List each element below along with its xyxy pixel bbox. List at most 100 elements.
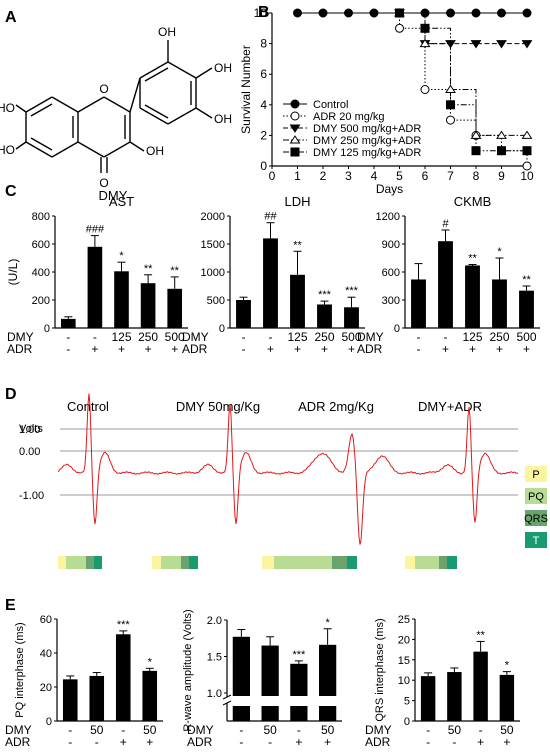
y-tick-label: 10 (254, 6, 268, 20)
bond-line (139, 107, 169, 125)
y-axis-label: (U/L) (6, 259, 20, 286)
adr-value: + (442, 342, 449, 356)
bond-line (15, 141, 27, 150)
bond-line (15, 104, 27, 113)
ecg-trace (57, 393, 519, 545)
y-tick-label: 20 (398, 634, 410, 646)
adr-value: - (417, 342, 421, 356)
data-point (497, 8, 506, 18)
adr-value: + (496, 342, 503, 356)
ecg-segment-bar (152, 556, 198, 569)
ecg-legend-swatch (525, 532, 547, 548)
bar-group: *** (289, 649, 309, 721)
dmy-value: 500 (516, 330, 536, 344)
bond-line (51, 141, 79, 158)
bar (62, 679, 78, 721)
bar (236, 300, 251, 328)
bond-line (30, 103, 53, 117)
bar (232, 636, 250, 721)
ecg-segment (66, 556, 86, 569)
ecg-segment (274, 556, 332, 569)
data-point (521, 130, 533, 139)
panel-label: E (5, 597, 16, 614)
ecg-segment (405, 556, 415, 569)
x-tick-label: 1 (294, 169, 301, 183)
adr-value: + (91, 342, 98, 356)
dmy-value: 250 (489, 330, 509, 344)
bar (142, 670, 158, 721)
ecg-legend-label: T (533, 535, 540, 547)
significance-label: ** (522, 274, 531, 286)
dmy-value: 50 (500, 723, 514, 737)
y-tick-label: 2.0 (207, 615, 222, 627)
data-point (289, 124, 301, 133)
adr-value: + (503, 735, 510, 749)
dmy-row-label: DMY (365, 723, 392, 737)
ecg-segment (262, 556, 274, 569)
bond-line (51, 96, 79, 113)
bar (167, 288, 183, 328)
y-axis-label: R-wave amplitude (Volts) (182, 609, 194, 731)
bar-group: ### (86, 224, 105, 328)
bar-group: ## (263, 211, 278, 328)
data-point (395, 8, 404, 18)
y-tick-label: 4 (260, 98, 267, 112)
compound-name: DMY (99, 188, 128, 203)
series-line (297, 12, 527, 152)
dmy-value: 50 (448, 723, 462, 737)
panel-label: C (5, 183, 17, 200)
chart-ckmb: 03006009001200CKMB--#-+**125+*250+**500+… (357, 194, 540, 356)
data-point (445, 84, 456, 93)
ecg-segment (347, 556, 357, 569)
y-tick-label: 0 (260, 159, 267, 173)
dmy-value: - (426, 723, 430, 737)
y-axis-label: PQ interphase (ms) (14, 622, 26, 717)
adr-value: + (146, 735, 153, 749)
ecg-segment (447, 556, 457, 569)
ecg-segment-bar (405, 556, 457, 569)
dmy-value: 50 (321, 723, 335, 737)
adr-value: + (294, 342, 301, 356)
data-point (522, 161, 532, 171)
bar (115, 634, 131, 721)
ecg-group-title: ADR 2mg/Kg (298, 399, 374, 414)
data-point (471, 8, 481, 18)
data-point (496, 130, 507, 139)
legend-label: DMY 125 mg/kg+ADR (313, 147, 421, 159)
dmy-value: - (121, 723, 125, 737)
ecg-y-tick-label: -1.00 (19, 490, 44, 502)
series-line (297, 12, 527, 136)
x-tick-label: 0 (269, 169, 276, 183)
y-tick-label: 300 (382, 295, 400, 307)
ecg-segment-bar (58, 556, 102, 569)
y-tick-label: 60 (40, 614, 52, 626)
significance-label: ** (170, 265, 179, 277)
bond-line (103, 141, 131, 158)
panel-labels: A B C D E (5, 4, 270, 614)
adr-value: + (145, 342, 152, 356)
bar (263, 238, 278, 328)
panel-c-serum-charts: 0200400600800AST(U/L)--###-+*125+**250+*… (6, 194, 540, 356)
adr-row-label: ADR (187, 735, 213, 749)
bond-line (139, 61, 169, 79)
bar (319, 644, 337, 721)
bar-group: ** (290, 239, 305, 328)
data-point (369, 8, 379, 18)
x-tick-label: 8 (473, 169, 480, 183)
bar (438, 241, 453, 328)
y-tick-label: 25 (398, 614, 410, 626)
y-tick-label: 600 (382, 267, 400, 279)
significance-label: * (119, 250, 124, 262)
bond-line (129, 77, 141, 113)
data-point (496, 40, 507, 49)
ecg-legend-swatch (525, 488, 547, 504)
bond-line (77, 141, 105, 158)
y-tick-label: 5 (404, 696, 410, 708)
x-tick-label: 2 (320, 169, 327, 183)
dmy-value: 250 (138, 330, 158, 344)
y-tick-label: 0 (46, 716, 52, 728)
x-tick-label: 9 (498, 169, 505, 183)
